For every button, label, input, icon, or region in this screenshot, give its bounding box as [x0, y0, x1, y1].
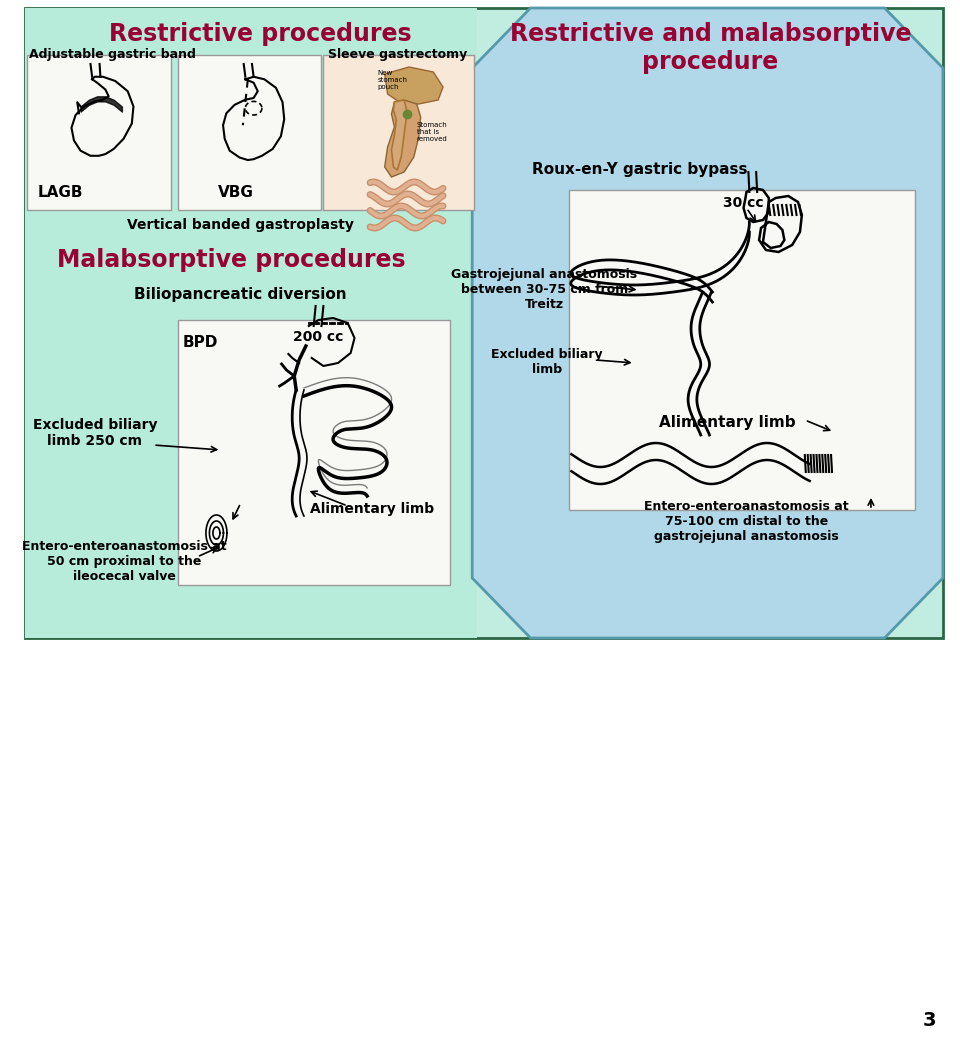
Text: Alimentary limb: Alimentary limb: [659, 415, 795, 430]
Text: Vertical banded gastroplasty: Vertical banded gastroplasty: [128, 218, 354, 232]
Text: LAGB: LAGB: [38, 185, 84, 200]
Bar: [25, 8, 943, 638]
Text: Biliopancreatic diversion: Biliopancreatic diversion: [134, 287, 348, 302]
Text: New
stomach
pouch: New stomach pouch: [378, 70, 408, 90]
Text: Restrictive procedures: Restrictive procedures: [108, 22, 412, 46]
Text: Adjustable gastric band: Adjustable gastric band: [29, 48, 196, 61]
Polygon shape: [385, 67, 443, 104]
Polygon shape: [472, 8, 943, 638]
Text: 200 cc: 200 cc: [294, 330, 344, 344]
Polygon shape: [392, 100, 407, 170]
Bar: [27, 55, 171, 210]
Text: Entero-enteroanastomosis at
50 cm proximal to the
ileocecal valve: Entero-enteroanastomosis at 50 cm proxim…: [22, 540, 227, 583]
Text: 30 cc: 30 cc: [723, 196, 764, 210]
Bar: [178, 55, 322, 210]
Text: Sleeve gastrectomy: Sleeve gastrectomy: [328, 48, 468, 61]
Text: Alimentary limb: Alimentary limb: [310, 502, 434, 516]
Text: Roux-en-Y gastric bypass: Roux-en-Y gastric bypass: [532, 162, 747, 177]
Text: VBG: VBG: [218, 185, 253, 200]
Bar: [178, 320, 450, 585]
Polygon shape: [385, 100, 420, 177]
Bar: [324, 55, 474, 210]
Text: Stomach
that is
removed: Stomach that is removed: [417, 122, 447, 142]
Text: Entero-enteroanastomosis at
75-100 cm distal to the
gastrojejunal anastomosis: Entero-enteroanastomosis at 75-100 cm di…: [644, 500, 849, 543]
Bar: [569, 191, 915, 510]
Text: Gastrojejunal anastomosis
between 30-75 cm from
Treitz: Gastrojejunal anastomosis between 30-75 …: [451, 268, 637, 311]
Text: Restrictive and malabsorptive
procedure: Restrictive and malabsorptive procedure: [510, 22, 911, 74]
Text: 3: 3: [923, 1011, 936, 1030]
Text: Excluded biliary
limb: Excluded biliary limb: [492, 348, 603, 376]
Text: BPD: BPD: [182, 335, 218, 350]
Text: Excluded biliary
limb 250 cm: Excluded biliary limb 250 cm: [33, 418, 157, 449]
Text: Malabsorptive procedures: Malabsorptive procedures: [57, 248, 405, 272]
Bar: [25, 8, 477, 638]
